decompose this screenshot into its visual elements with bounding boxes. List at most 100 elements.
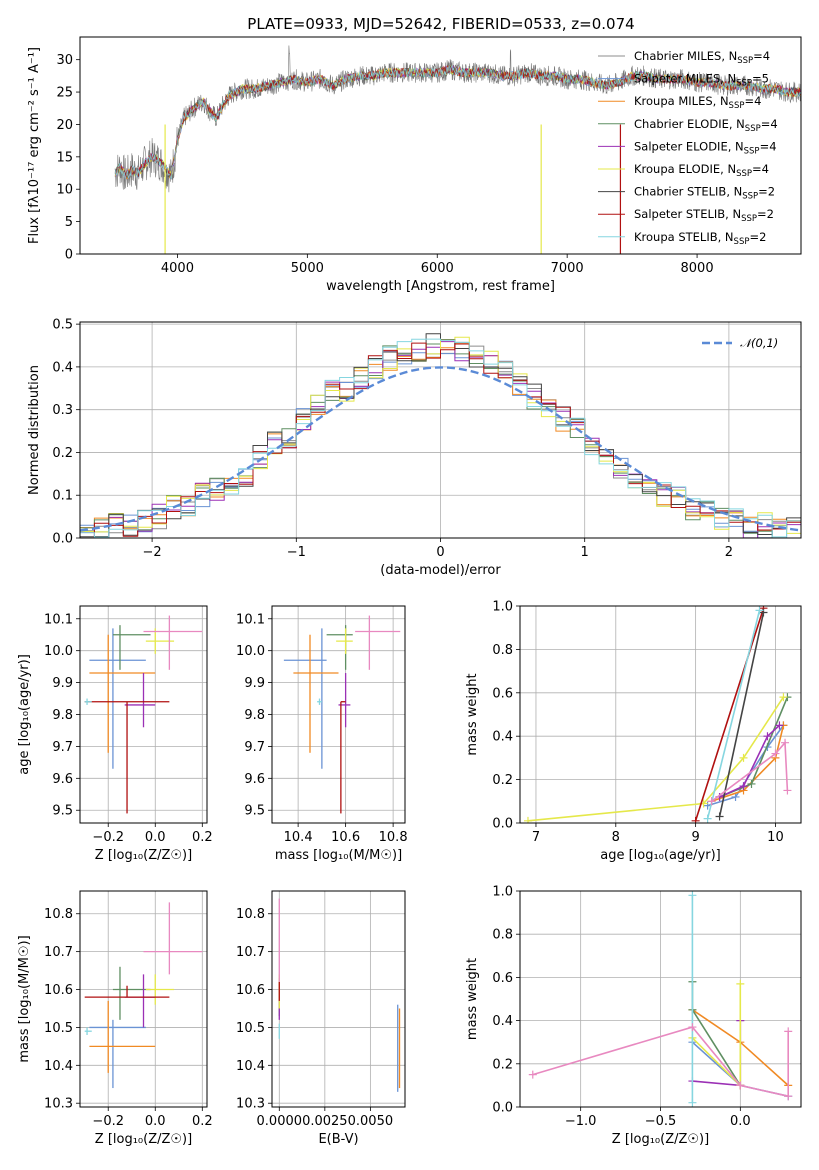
legend-text: Chabrier ELODIE, N — [634, 117, 745, 131]
x-axis-label: Z [log₁₀(Z/Z☉)] — [95, 1132, 192, 1147]
y-tick-label: 9.6 — [52, 772, 73, 787]
plots: 4000 5000 6000 7000 8000051015202530waveleng… — [17, 36, 802, 1147]
weight-series — [707, 738, 792, 806]
legend-sub: SSP — [741, 214, 757, 224]
x-tick-label: 0 — [436, 545, 444, 560]
y-tick-label: 9.9 — [244, 676, 265, 691]
panel-age-vs-Z: −0.2 0.0 0.2 9.5 9.6 9.7 9.8 9.9 10.0 10.1 Z [log₁… — [17, 605, 213, 863]
x-tick-label: 10 — [767, 830, 784, 845]
y-tick-label: 0.4 — [492, 730, 513, 745]
weight-marker — [784, 1027, 793, 1036]
y-tick-label: 0.2 — [492, 773, 513, 788]
residual-histogram — [80, 338, 801, 538]
panel-weight-vs-Z: −1.0 −0.5 0.0 0.0 0.2 0.4 0.6 0.8 1.0 Z [log₁₀(Z/… — [465, 885, 802, 1147]
weight-series — [715, 721, 784, 801]
y-axis-label: mass weight — [465, 673, 480, 755]
y-tick-label: 0.0 — [492, 1101, 513, 1116]
y-tick-label: 10.4 — [236, 1059, 265, 1074]
residual-histogram — [80, 333, 801, 538]
weight-line — [718, 612, 765, 817]
y-tick-label: 0.4 — [52, 360, 73, 375]
gridlines — [272, 891, 405, 1107]
y-tick-label: 20 — [56, 118, 73, 133]
weight-marker — [731, 792, 740, 801]
x-tick-label: 0.0025 — [302, 1114, 348, 1129]
y-tick-label: 10.5 — [236, 1021, 265, 1036]
axes-frame — [271, 890, 406, 1108]
y-axis-label: Normed distribution — [27, 365, 42, 495]
plot-area — [283, 615, 401, 814]
y-tick-label: 10.8 — [236, 907, 265, 922]
weight-line — [691, 981, 741, 1086]
legend-text-end: =4 — [744, 94, 761, 108]
y-tick-label: 25 — [56, 86, 73, 101]
legend-sub: SSP — [734, 237, 750, 247]
weight-marker — [736, 1081, 745, 1090]
weight-line — [707, 724, 785, 807]
y-tick-label: 5 — [65, 215, 73, 230]
errorbar-point — [84, 701, 170, 814]
legend-text: Kroupa MILES, N — [634, 94, 729, 108]
y-tick-label: 0.5 — [52, 318, 73, 333]
errorbar-point — [355, 615, 401, 670]
legend-text-end: =4 — [761, 117, 778, 131]
y-tick-label: 10.1 — [44, 612, 73, 627]
weight-series — [523, 693, 788, 823]
axes-frame — [79, 890, 208, 1108]
legend-entry: Kroupa STELIB, NSSP=2 — [634, 230, 766, 247]
legend-entry: Chabrier STELIB, NSSP=2 — [634, 185, 775, 202]
y-tick-label: 0 — [65, 248, 73, 263]
errorbar-point — [340, 701, 346, 814]
legend-text-end: =2 — [758, 185, 775, 199]
weight-marker — [691, 816, 700, 823]
weight-marker — [703, 814, 712, 823]
y-tick-label: 10.3 — [44, 1097, 73, 1112]
axes-frame — [79, 605, 208, 824]
weight-line — [706, 610, 761, 819]
axes-frame — [271, 605, 406, 824]
spectrum-model-line — [114, 65, 801, 180]
panel-weight-vs-age: 7 8 9 10 0.0 0.2 0.4 0.6 0.8 1.0 age [log₁₀(age/yr… — [465, 600, 802, 863]
x-tick-label: 10.6 — [331, 830, 360, 845]
y-tick-label: 0.0 — [492, 817, 513, 832]
weight-line — [711, 740, 789, 802]
weight-marker — [747, 779, 756, 788]
y-tick-label: 10.6 — [44, 983, 73, 998]
axes-frame — [79, 321, 802, 539]
errorbar-point — [89, 628, 146, 769]
normal-curve — [80, 366, 801, 532]
y-tick-label: 9.8 — [52, 708, 73, 723]
legend-sub: SSP — [745, 124, 761, 134]
legend-sub: SSP — [737, 56, 753, 66]
y-tick-label: 0.6 — [492, 971, 513, 986]
x-tick-label: 4000 — [161, 261, 194, 276]
errorbar-point — [112, 966, 151, 1020]
legend-entry: Kroupa ELODIE, NSSP=4 — [634, 162, 769, 179]
weight-series — [688, 979, 745, 1090]
weight-marker — [784, 1092, 793, 1101]
weight-line — [527, 696, 785, 822]
legend-text: Kroupa ELODIE, N — [634, 162, 736, 176]
weight-marker — [715, 812, 724, 821]
errorbar-point — [112, 625, 151, 670]
weight-marker — [775, 721, 784, 730]
y-tick-label: 9.8 — [244, 708, 265, 723]
legend-text-end: =4 — [753, 49, 770, 63]
errorbar-point — [89, 634, 156, 753]
weight-marker — [783, 786, 792, 795]
weight-marker — [707, 797, 716, 806]
y-tick-label: 10.7 — [44, 945, 73, 960]
weight-marker — [523, 816, 532, 823]
x-tick-label: 1 — [581, 545, 589, 560]
y-tick-label: 9.5 — [244, 804, 265, 819]
axes-frame — [519, 605, 802, 824]
errorbar-point — [124, 974, 156, 1028]
y-tick-label: 0.6 — [492, 686, 513, 701]
x-tick-label: 5000 — [291, 261, 324, 276]
x-tick-label: 10.4 — [284, 830, 313, 845]
y-tick-label: 1.0 — [492, 600, 513, 615]
legend-text-end: =4 — [760, 139, 777, 153]
legend-entry: Chabrier MILES, NSSP=4 — [634, 49, 770, 66]
errorbar-point — [326, 625, 353, 670]
